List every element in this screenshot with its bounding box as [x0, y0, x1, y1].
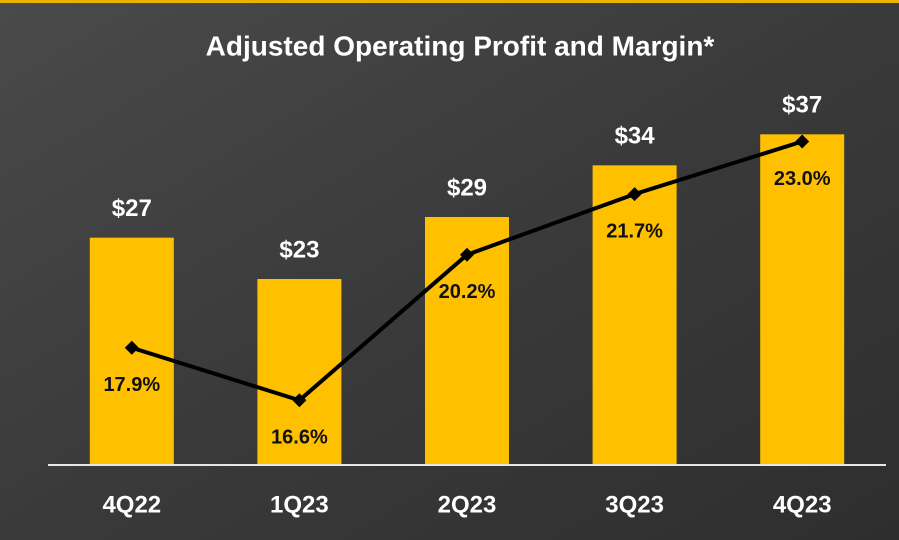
bar-value-label: $34: [615, 123, 656, 150]
margin-marker: [795, 134, 810, 149]
bar: [592, 165, 677, 466]
margin-value-label: 21.7%: [606, 220, 663, 242]
bar-value-label: $23: [279, 236, 319, 263]
top-border: [0, 0, 899, 3]
x-tick-label: 3Q23: [605, 491, 664, 518]
margin-marker: [627, 187, 642, 202]
x-tick-label: 4Q22: [102, 491, 161, 518]
bar-value-label: $29: [447, 174, 487, 201]
margin-value-label: 23.0%: [774, 168, 831, 190]
bar-value-label: $27: [112, 195, 152, 222]
margin-marker: [460, 247, 474, 262]
x-tick-label: 2Q23: [438, 491, 497, 518]
bar: [760, 134, 845, 466]
margin-marker: [124, 340, 139, 355]
x-tick-label: 4Q23: [773, 491, 832, 518]
x-tick-label: 1Q23: [270, 491, 329, 518]
margin-value-label: 20.2%: [439, 281, 496, 303]
margin-value-label: 17.9%: [103, 374, 160, 396]
bar: [257, 279, 342, 465]
chart-title: Adjusted Operating Profit and Margin*: [206, 30, 715, 61]
bar-value-label: $37: [782, 92, 822, 119]
margin-marker: [292, 393, 307, 408]
margin-value-label: 16.6%: [271, 427, 328, 449]
